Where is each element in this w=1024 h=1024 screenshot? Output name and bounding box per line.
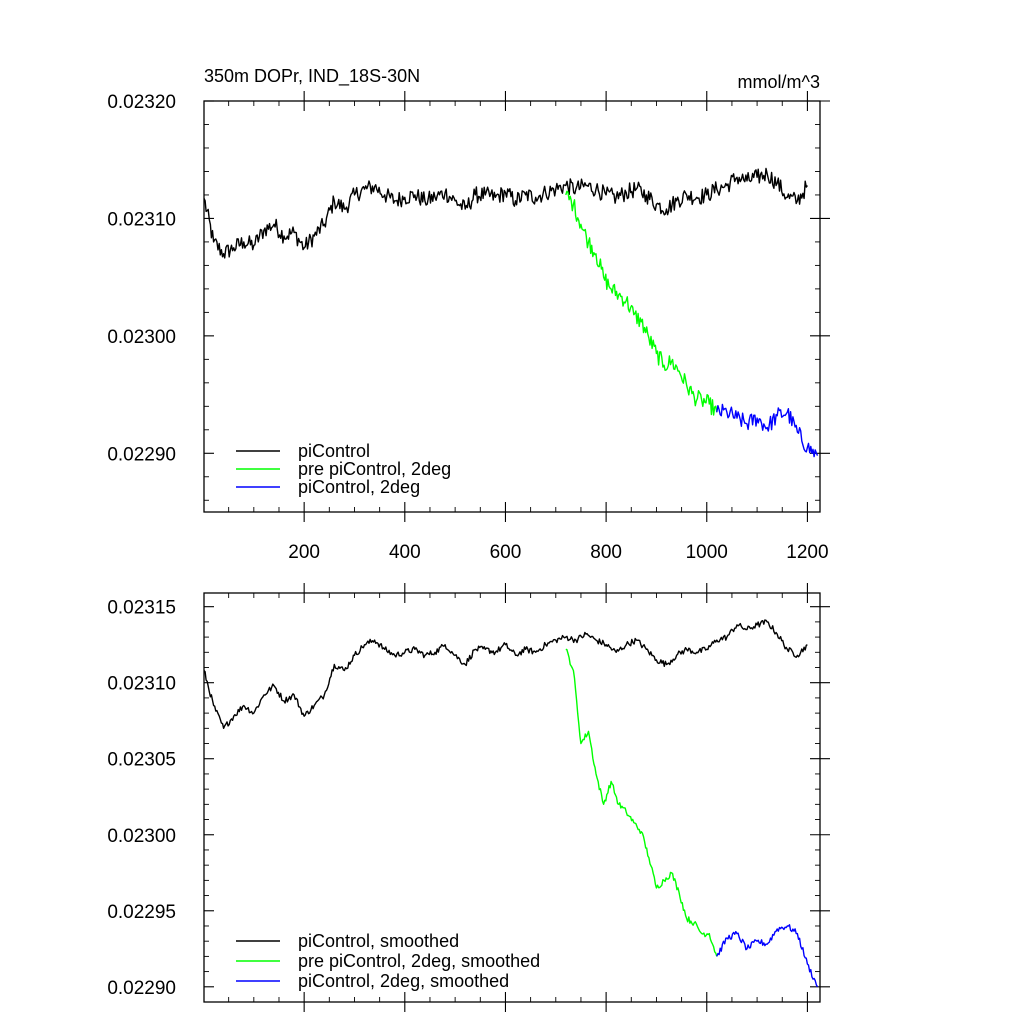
bottom-chart: 0.02290 0.02295 0.02300 0.02305 0.02310 0.023…	[107, 583, 830, 1012]
x-tick-label: 1200	[786, 542, 828, 563]
legend-label: piControl, 2deg, smoothed	[298, 971, 509, 991]
y-tick-label: 0.02290	[107, 978, 176, 999]
y-tick-label: 0.02300	[107, 327, 176, 348]
legend-label: piControl, 2deg	[298, 477, 420, 497]
plot-frame	[203, 100, 821, 513]
legend-label: pre piControl, 2deg, smoothed	[298, 951, 540, 971]
chart-units: mmol/m^3	[738, 72, 820, 92]
x-tick-label: 400	[389, 542, 421, 563]
y-tick-label: 0.02310	[107, 674, 176, 695]
series-line-picontrol	[203, 167, 808, 259]
y-tick-label: 0.02300	[107, 826, 176, 847]
y-tick-label: 0.02290	[107, 444, 176, 465]
chart-title: 350m DOPr, IND_18S-30N	[204, 66, 420, 87]
series-line-picontrol-smoothed	[203, 619, 808, 729]
y-tick-label: 0.02315	[107, 598, 176, 619]
legend-label: pre piControl, 2deg	[298, 459, 451, 479]
x-tick-label: 800	[590, 542, 622, 563]
x-tick-label: 600	[490, 542, 522, 563]
y-tick-label: 0.02305	[107, 750, 176, 771]
x-tick-label: 200	[288, 542, 320, 563]
y-tick-label: 0.02310	[107, 209, 176, 230]
series-line-pre-picontrol-2deg-smoothed	[565, 648, 718, 957]
plot-frame	[203, 592, 821, 1003]
legend-label: piControl, smoothed	[298, 931, 459, 951]
y-tick-label: 0.02295	[107, 902, 176, 923]
x-tick-label: 1000	[686, 542, 728, 563]
series-line-picontrol-2deg	[716, 403, 819, 458]
series-line-pre-picontrol-2deg	[565, 190, 718, 416]
series-line-picontrol-2deg-smoothed	[716, 924, 819, 988]
y-tick-label: 0.02320	[107, 92, 176, 113]
legend-label: piControl	[298, 441, 370, 461]
top-chart: 350m DOPr, IND_18S-30N mmol/m^3 200 400 60…	[107, 66, 830, 563]
